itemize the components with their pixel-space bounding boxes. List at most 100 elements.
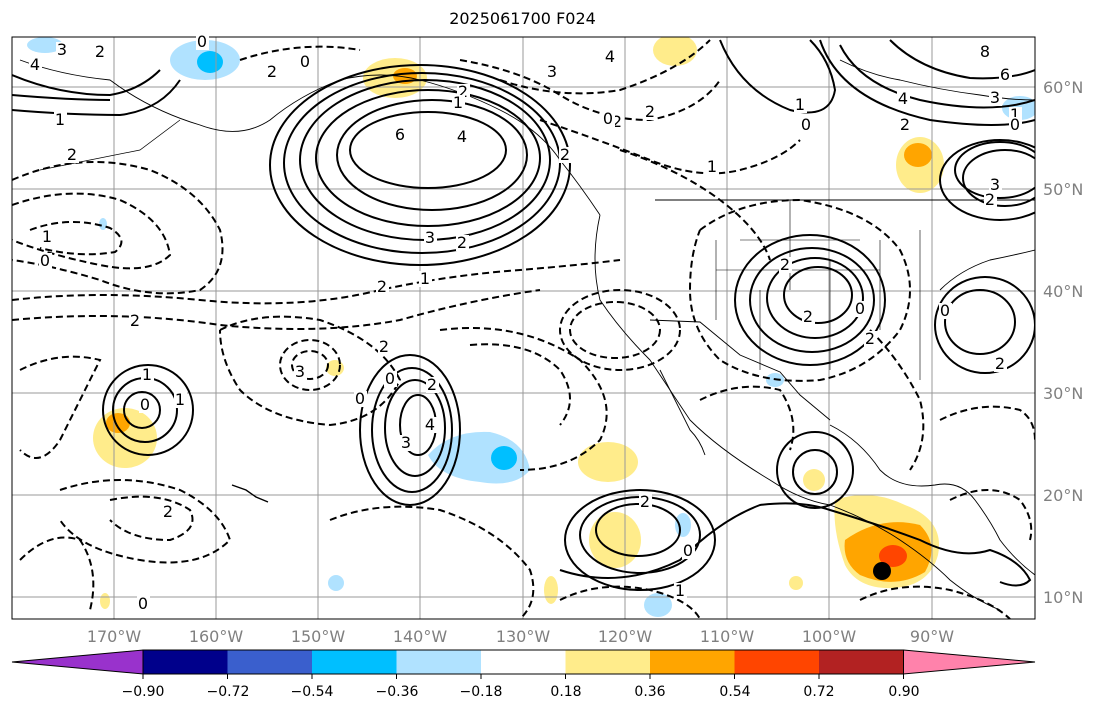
contour-label: 2 — [640, 492, 650, 511]
colorbar-tick-label: −0.72 — [206, 684, 250, 700]
colorbar-segment — [481, 650, 566, 674]
contour-label: 1 — [420, 269, 430, 288]
colorbar-tick-label: 0.90 — [888, 684, 920, 700]
high-pressure-contour — [315, 89, 541, 227]
contour-label-bg — [546, 64, 559, 80]
canada-contour — [819, 39, 1035, 126]
contour-label-bg — [29, 57, 42, 73]
negative-contour — [239, 45, 721, 122]
contour-label: 0 — [385, 369, 395, 388]
colorbar-segment — [227, 650, 312, 674]
colorbar-segment — [734, 650, 819, 674]
contour-label-bg — [939, 303, 952, 319]
west-vortex-contour — [123, 391, 161, 429]
contour-label-layer: 4320202164321234221286432103222020210320… — [29, 32, 1022, 613]
west-vortex-contour — [102, 364, 194, 456]
arctic-contour — [12, 69, 161, 97]
colorbar-segment — [650, 650, 735, 674]
arctic-contour — [12, 94, 111, 101]
contour-label: 2 — [130, 311, 140, 330]
contour-label: 2 — [95, 42, 105, 61]
colorbar — [11, 649, 1036, 679]
negative-contour — [619, 149, 771, 261]
colorbar-tick-label: 0.72 — [803, 684, 835, 700]
contour-label-bg — [39, 253, 52, 269]
solid-contour-layer — [12, 39, 1035, 591]
positive-anomaly-patch — [326, 360, 344, 376]
gulf-vortex-contour — [792, 449, 838, 495]
contour-label-bg — [141, 367, 154, 383]
colorbar-tick-label: −0.54 — [290, 684, 334, 700]
tropical-vortex-contour — [595, 503, 681, 557]
negative-contour — [12, 289, 541, 330]
latitude-label: 50°N — [1043, 180, 1084, 199]
contour-label-bg — [294, 364, 307, 380]
contour-label-bg — [1009, 117, 1022, 133]
contour-label: 2 — [379, 337, 389, 356]
contour-label: 0 — [355, 389, 365, 408]
negative-contour — [469, 343, 571, 426]
baja-coastline — [659, 369, 706, 456]
contour-label-bg — [354, 391, 367, 407]
colorbar-frame — [142, 649, 904, 675]
contour-label-bg — [456, 235, 469, 251]
pacific-coastline — [594, 214, 1001, 611]
contour-label-bg — [602, 111, 615, 127]
contour-label-bg — [984, 192, 997, 208]
negative-contour — [569, 301, 661, 359]
contour-label: 2 — [612, 112, 622, 131]
contour-label-bg — [378, 339, 391, 355]
negative-anomaly-patch — [99, 218, 107, 230]
northeast-contour — [954, 141, 1035, 199]
negative-contour — [59, 479, 232, 564]
negative-contour — [559, 289, 681, 371]
contour-label: 2 — [995, 354, 1005, 373]
latitude-label: 60°N — [1043, 78, 1084, 97]
negative-contour — [219, 315, 402, 427]
map-frame — [11, 36, 1036, 620]
east-vortex-contour — [944, 289, 1016, 355]
atlantic-coastline — [939, 249, 1035, 291]
gulf-vortex-contour — [776, 431, 854, 509]
positive-anomaly-patch — [803, 469, 825, 491]
positive-anomaly-patch — [789, 576, 803, 590]
high-pressure-contour — [349, 111, 507, 189]
positive-anomaly-core — [106, 413, 130, 433]
contour-label: 1 — [55, 110, 65, 129]
contour-label-bg — [456, 129, 469, 145]
contour-label-bg — [639, 494, 652, 510]
contour-label: 2 — [163, 502, 173, 521]
contour-label: 1 — [675, 581, 685, 600]
northeast-contour — [962, 149, 1035, 207]
negative-contour — [291, 350, 329, 380]
contour-label-bg — [979, 44, 992, 60]
contour-label: 2 — [458, 82, 468, 101]
contour-label: 2 — [900, 115, 910, 134]
contour-label: 3 — [57, 40, 67, 59]
contour-label: 0 — [138, 594, 148, 613]
positive-anomaly-patch — [578, 442, 638, 482]
contour-label: 1 — [453, 93, 463, 112]
dashed-contour-layer — [12, 39, 1035, 619]
contour-label: 0 — [40, 251, 50, 270]
positive-anomaly-patch — [589, 512, 641, 568]
contour-label-bg — [779, 257, 792, 273]
contour-label: 2 — [457, 233, 467, 252]
northeast-contour — [939, 139, 1035, 221]
latitude-label: 30°N — [1043, 384, 1084, 403]
contour-label-bg — [897, 91, 910, 107]
latitude-label: 40°N — [1043, 282, 1084, 301]
longitude-label: 170°W — [86, 627, 142, 646]
high-pressure-contour — [269, 64, 571, 266]
contour-label: 4 — [605, 47, 615, 66]
pacific-vortex-contour — [384, 379, 446, 477]
longitude-label: 120°W — [597, 627, 653, 646]
colorbar-segment — [396, 650, 481, 674]
negative-contour — [29, 221, 123, 256]
negative-contour — [109, 495, 194, 542]
contour-label-bg — [376, 279, 389, 295]
contour-label: 0 — [300, 52, 310, 71]
negative-contour — [859, 585, 1011, 619]
contour-label-bg — [452, 95, 465, 111]
tropical-vortex-contour — [564, 489, 716, 591]
